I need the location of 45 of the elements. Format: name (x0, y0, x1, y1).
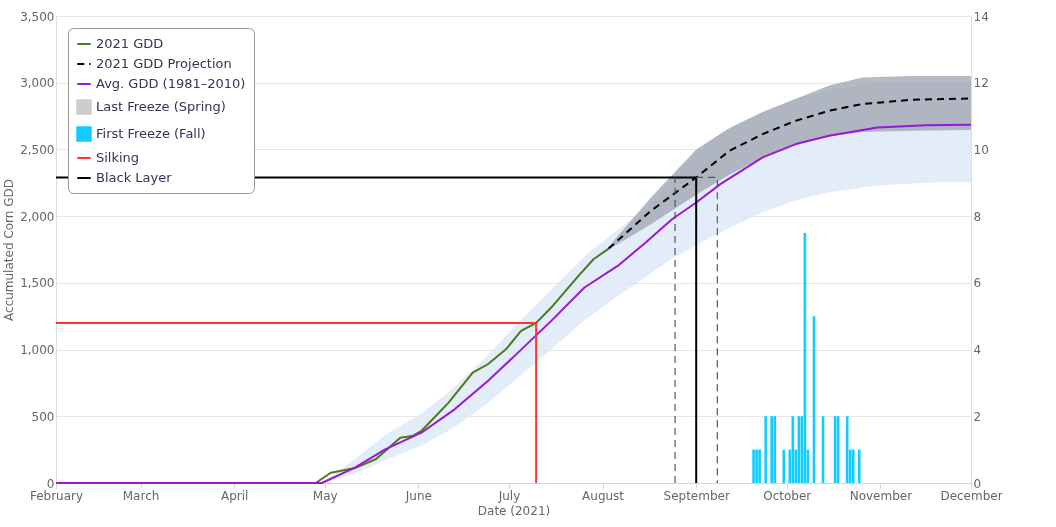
y2-tick-label: 8 (973, 209, 982, 224)
y2-tick-label: 0 (973, 476, 982, 491)
bar (773, 416, 777, 483)
legend-label: Last Freeze (Spring) (96, 99, 226, 114)
y-tick-label: 1,500 (20, 276, 55, 291)
y-tick-label: 0 (46, 476, 55, 491)
x-tick-label: July (497, 488, 521, 503)
x-tick-label: November (849, 488, 913, 503)
x-axis-title: Date (2021) (477, 503, 551, 518)
y-tick-label: 3,000 (20, 76, 55, 91)
legend-label: 2021 GDD (96, 36, 164, 51)
x-tick-label: December (940, 488, 1003, 503)
y2-tick-label: 12 (973, 76, 989, 91)
legend-label: 2021 GDD Projection (96, 56, 232, 71)
x-tick-label: August (582, 488, 625, 503)
bar (851, 449, 855, 483)
x-tick-label: April (220, 488, 249, 503)
y2-tick-label: 14 (973, 9, 989, 24)
x-tick-label: June (404, 488, 432, 503)
legend-label: Silking (96, 150, 140, 165)
y2-tick-label: 6 (973, 276, 982, 291)
bar (758, 449, 761, 483)
y2-tick-label: 10 (973, 142, 989, 157)
bar (857, 449, 861, 483)
bar (764, 416, 767, 483)
x-tick-label: February (29, 488, 84, 503)
x-tick-label: March (122, 488, 160, 503)
legend-label: Avg. GDD (1981–2010) (96, 76, 246, 91)
y-tick-label: 2,000 (20, 209, 55, 224)
y2-tick-label: 4 (973, 343, 982, 358)
bar (752, 449, 755, 483)
x-tick-label: October (763, 488, 812, 503)
y-axis-title: Accumulated Corn GDD (2, 179, 17, 321)
bar (782, 449, 786, 483)
y-tick-label: 1,000 (20, 343, 55, 358)
bar (755, 449, 758, 483)
y-tick-label: 500 (31, 409, 55, 424)
y2-tick-label: 2 (973, 409, 982, 424)
bar (770, 416, 773, 483)
y-tick-label: 3,500 (20, 9, 55, 24)
x-tick-label: September (663, 488, 730, 503)
y-tick-label: 2,500 (20, 142, 55, 157)
x-tick-label: May (312, 488, 338, 503)
legend-label: Black Layer (96, 170, 173, 185)
legend-label: First Freeze (Fall) (96, 126, 206, 141)
